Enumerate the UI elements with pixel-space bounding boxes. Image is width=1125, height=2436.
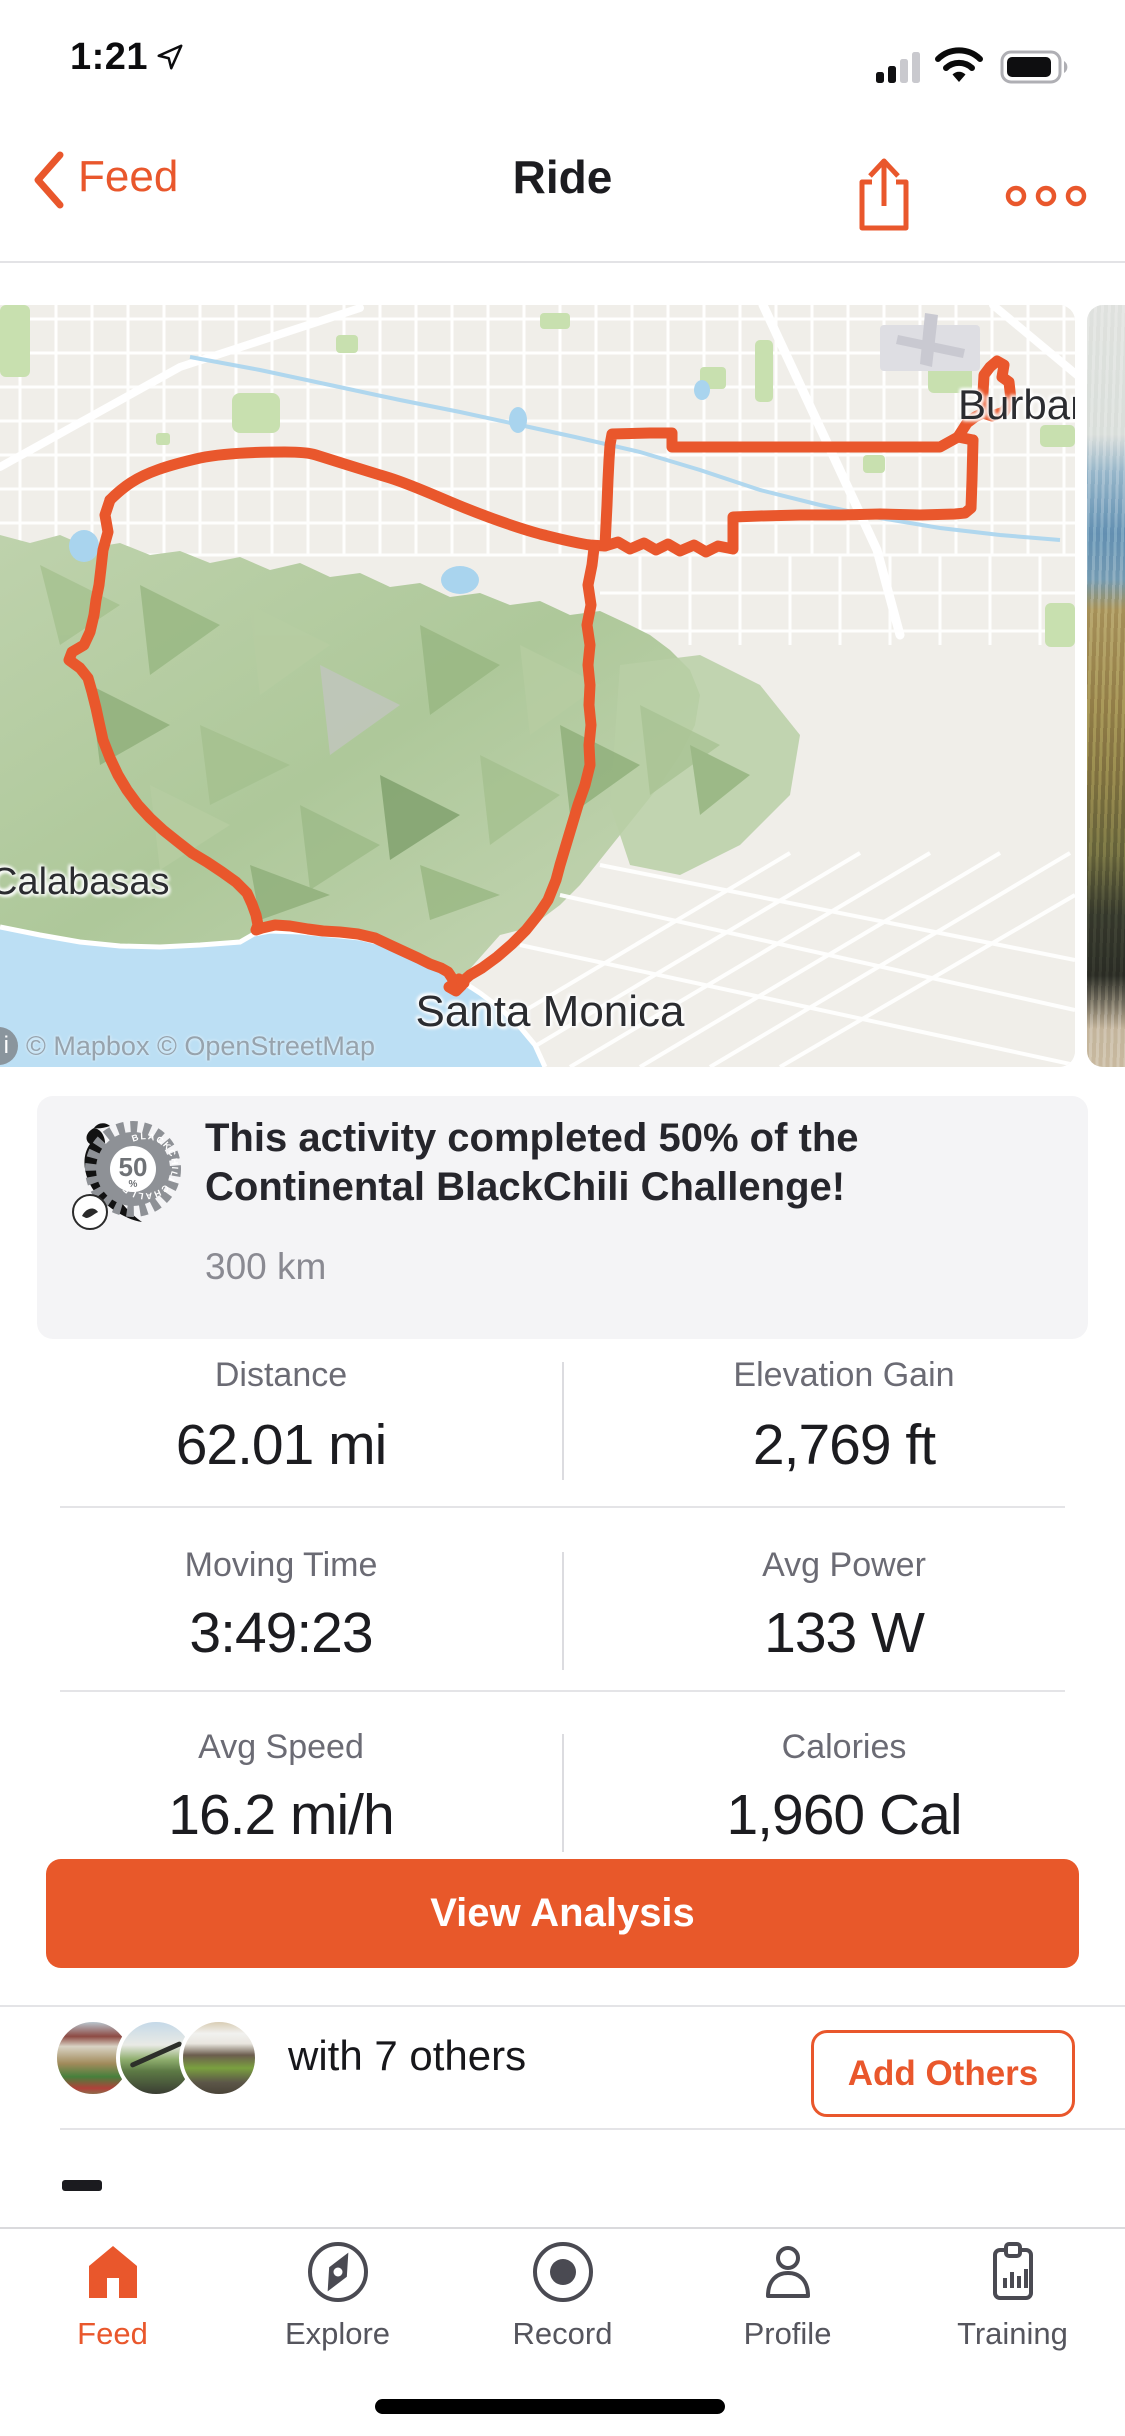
tab-training[interactable]: Training bbox=[900, 2240, 1125, 2400]
stat-label-avg-speed: Avg Speed bbox=[198, 1728, 364, 1766]
battery-icon bbox=[1000, 50, 1068, 84]
challenge-badge-icon: BLACKCHILI CHALLENGE 50 % bbox=[72, 1121, 181, 1230]
challenge-card[interactable] bbox=[37, 1096, 1088, 1339]
compass-icon bbox=[307, 2242, 368, 2302]
avatar[interactable] bbox=[179, 2018, 259, 2098]
stat-label-avg-power: Avg Power bbox=[762, 1546, 926, 1584]
challenge-title: This activity completed 50% of the Conti… bbox=[205, 1116, 859, 1209]
tab-feed[interactable]: Feed bbox=[0, 2240, 225, 2400]
stat-label-moving-time: Moving Time bbox=[184, 1546, 378, 1584]
tab-explore[interactable]: Explore bbox=[225, 2240, 450, 2400]
with-others-label: with 7 others bbox=[288, 2032, 527, 2079]
stat-label-distance: Distance bbox=[214, 1356, 348, 1394]
map-graphic bbox=[0, 305, 1075, 1067]
more-options-icon[interactable] bbox=[1004, 182, 1088, 210]
back-button[interactable]: Feed bbox=[78, 152, 179, 201]
share-icon[interactable] bbox=[852, 156, 916, 234]
tab-profile[interactable]: Profile bbox=[675, 2240, 900, 2400]
location-arrow-icon bbox=[157, 44, 183, 70]
stat-divider-vertical bbox=[562, 1552, 564, 1670]
home-icon bbox=[88, 2246, 137, 2298]
route-polyline bbox=[63, 355, 1017, 997]
map-label-calabasas: Calabasas bbox=[0, 861, 170, 903]
list-divider bbox=[60, 2128, 1125, 2130]
cellular-signal-icon bbox=[876, 52, 920, 83]
stat-divider-vertical bbox=[562, 1362, 564, 1480]
stat-value-distance: 62.01 mi bbox=[175, 1413, 388, 1477]
stat-value-moving-time: 3:49:23 bbox=[189, 1601, 373, 1665]
stat-value-elevation: 2,769 ft bbox=[752, 1413, 936, 1477]
view-analysis-button[interactable]: View Analysis bbox=[46, 1859, 1079, 1968]
wifi-icon bbox=[935, 47, 983, 82]
stat-label-calories: Calories bbox=[781, 1728, 907, 1766]
svg-text:%: % bbox=[129, 1179, 138, 1190]
status-time: 1:21 bbox=[70, 36, 149, 78]
cutoff-content bbox=[62, 2180, 102, 2191]
nav-divider bbox=[0, 261, 1125, 263]
map-info-icon[interactable]: i bbox=[0, 1027, 18, 1065]
record-icon bbox=[532, 2242, 593, 2302]
profile-icon bbox=[765, 2246, 810, 2298]
stat-label-elevation: Elevation Gain bbox=[733, 1356, 955, 1394]
home-indicator[interactable] bbox=[375, 2399, 725, 2414]
nav-bar bbox=[0, 100, 1125, 261]
stat-divider-horizontal bbox=[60, 1690, 1065, 1692]
section-divider bbox=[0, 2005, 1125, 2007]
route-map[interactable]: Calabasas Santa Monica Burbank i © Mapbo… bbox=[0, 305, 1075, 1067]
challenge-distance: 300 km bbox=[205, 1246, 327, 1287]
map-label-santa-monica: Santa Monica bbox=[415, 987, 685, 1036]
back-chevron-icon[interactable] bbox=[32, 150, 66, 210]
map-attribution: © Mapbox © OpenStreetMap bbox=[26, 1031, 375, 1061]
page-title: Ride bbox=[512, 151, 613, 203]
stat-divider-horizontal bbox=[60, 1506, 1065, 1508]
tab-record[interactable]: Record bbox=[450, 2240, 675, 2400]
training-clipboard-icon bbox=[992, 2242, 1033, 2300]
add-others-button[interactable]: Add Others bbox=[811, 2030, 1075, 2117]
svg-text:50: 50 bbox=[119, 1152, 148, 1182]
stat-value-avg-power: 133 W bbox=[764, 1601, 925, 1665]
activity-photo-thumbnail[interactable] bbox=[1087, 305, 1125, 1067]
map-label-burbank: Burbank bbox=[958, 381, 1075, 428]
stat-value-calories: 1,960 Cal bbox=[726, 1783, 962, 1847]
stat-value-avg-speed: 16.2 mi/h bbox=[168, 1783, 394, 1847]
stat-divider-vertical bbox=[562, 1734, 564, 1852]
